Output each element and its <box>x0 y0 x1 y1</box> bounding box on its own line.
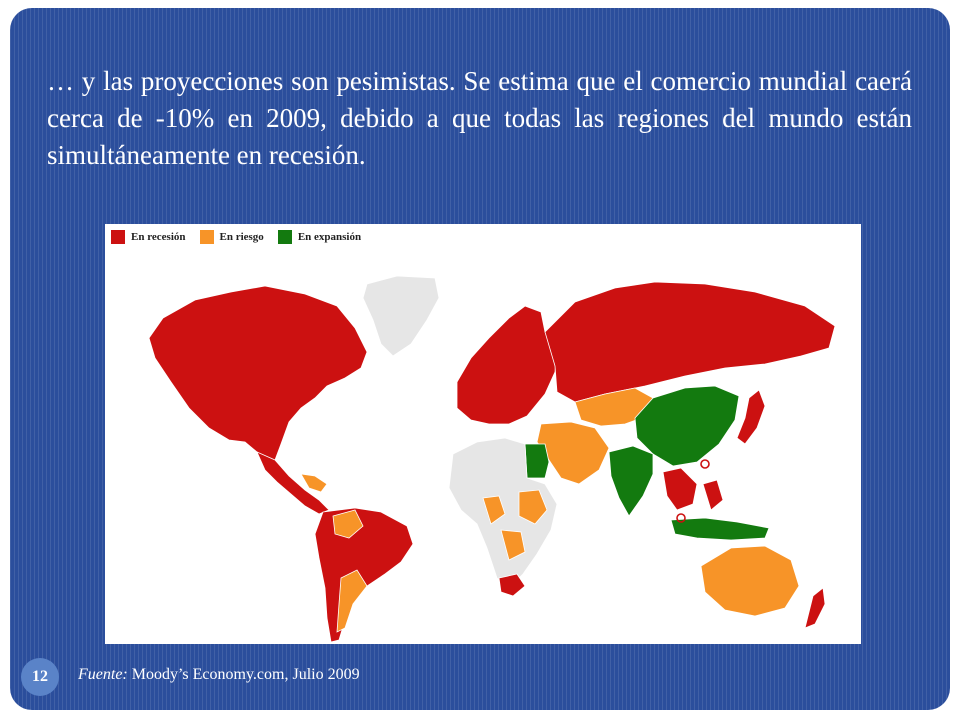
source-label: Fuente: <box>78 666 128 683</box>
source-text: Moody’s Economy.com, Julio 2009 <box>131 666 360 683</box>
region-africa-risk <box>482 489 548 561</box>
legend-label-expansion: En expansión <box>297 231 362 243</box>
region-new-zealand <box>804 587 826 629</box>
region-china <box>634 385 740 467</box>
slide-background: … y las proyecciones son pesimistas. Se … <box>10 8 950 710</box>
region-japan <box>736 389 766 445</box>
legend-swatch-recession <box>111 230 125 244</box>
map-legend: En recesión En riesgo En expansión <box>111 226 375 248</box>
region-egypt <box>524 443 550 479</box>
region-europe <box>456 305 558 425</box>
page-number: 12 <box>21 658 59 696</box>
legend-swatch-expansion <box>277 230 292 244</box>
region-india <box>608 445 654 517</box>
legend-item-risk: En riesgo <box>199 230 264 244</box>
region-south-africa <box>498 573 526 597</box>
region-south-america-risk <box>332 509 368 633</box>
marker-singapore <box>676 513 686 523</box>
region-australia <box>700 545 800 617</box>
slide-body-text: … y las proyecciones son pesimistas. Se … <box>47 66 912 170</box>
region-middle-east <box>536 421 610 485</box>
region-south-america-recession <box>314 507 414 643</box>
region-southeast-asia-recession <box>662 467 724 511</box>
world-map-panel: En recesión En riesgo En expansión <box>105 224 861 644</box>
world-map <box>148 275 836 643</box>
source-citation: Fuente: Moody’s Economy.com, Julio 2009 <box>78 666 360 684</box>
legend-label-risk: En riesgo <box>219 231 264 243</box>
marker-hong-kong <box>700 459 710 469</box>
legend-item-expansion: En expansión <box>277 230 362 244</box>
legend-label-recession: En recesión <box>131 231 186 243</box>
legend-item-recession: En recesión <box>111 230 186 244</box>
legend-swatch-risk <box>199 230 214 244</box>
region-north-america <box>148 285 368 465</box>
region-central-america-risk <box>300 473 328 493</box>
region-greenland <box>362 275 440 357</box>
region-indonesia <box>670 517 770 541</box>
region-russia <box>544 281 836 403</box>
